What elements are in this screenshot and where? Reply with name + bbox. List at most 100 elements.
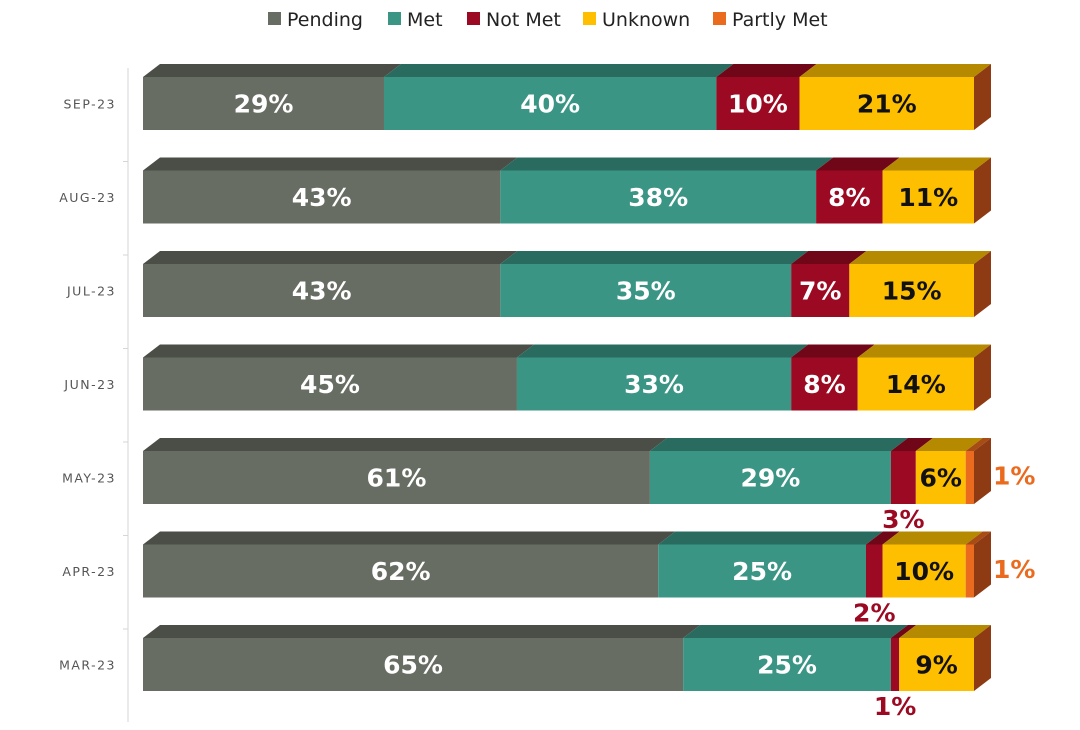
bar-segment-top-met xyxy=(383,64,734,77)
bar-segment-partly-met xyxy=(965,544,974,598)
value-label-met: 38% xyxy=(628,183,688,212)
category-axis-ticks: SEP-23 AUG-23 JUL-23 JUN-23 MAY-23 APR-23 MAR-… xyxy=(59,97,128,673)
bar-segment-top-met xyxy=(516,344,809,358)
bar-segment-top-unknown xyxy=(915,438,983,451)
value-label-met: 35% xyxy=(616,277,676,306)
bar-row-apr-23: 62% 25% 2% 10% 1% xyxy=(143,531,1035,628)
category-label-jun-23: JUN-23 xyxy=(63,377,116,392)
value-label-met: 33% xyxy=(624,370,684,399)
value-label-unknown: 14% xyxy=(886,370,946,399)
bar-segment-top-met xyxy=(649,438,908,451)
bar-segment-unknown xyxy=(899,638,974,691)
bar-segment-unknown xyxy=(857,357,974,411)
bar-segment-top-met xyxy=(500,157,834,171)
legend-label-partly-met: Partly Met xyxy=(732,9,828,31)
bar-segment-not-met xyxy=(890,638,900,691)
bar-segment-met xyxy=(683,638,891,691)
value-label-not-met: 3% xyxy=(882,505,924,534)
bar-side-face xyxy=(974,344,991,411)
bar-segment-met xyxy=(649,451,891,504)
value-label-not-met: 8% xyxy=(803,370,845,399)
bar-segment-top-pending xyxy=(143,531,676,545)
bars-group: 29% 40% 10% 21% 43% 38% 8% 11% 43% 35% 7% 15% 45% 33%… xyxy=(143,64,1035,721)
bar-segment-not-met xyxy=(890,451,916,504)
bar-segment-not-met xyxy=(791,264,850,317)
value-label-not-met: 1% xyxy=(874,692,916,721)
value-label-unknown: 21% xyxy=(857,90,917,119)
bar-segment-pending xyxy=(143,544,659,598)
bar-segment-pending xyxy=(143,451,650,504)
bar-segment-top-not-met xyxy=(890,625,917,638)
category-label-aug-23: AUG-23 xyxy=(59,190,116,205)
value-label-unknown: 6% xyxy=(920,464,962,493)
bar-segment-top-unknown xyxy=(882,157,991,171)
bar-segment-unknown xyxy=(882,544,966,598)
value-label-pending: 43% xyxy=(292,277,352,306)
bar-segment-top-not-met xyxy=(865,531,900,545)
value-label-pending: 45% xyxy=(300,370,360,399)
category-label-mar-23: MAR-23 xyxy=(59,658,116,673)
legend-swatch-unknown xyxy=(583,12,596,25)
bar-segment-top-unknown xyxy=(899,625,991,638)
bar-segment-top-not-met xyxy=(791,251,867,264)
legend-label-met: Met xyxy=(407,9,443,31)
legend-label-not-met: Not Met xyxy=(486,9,561,31)
bar-side-face xyxy=(974,157,991,224)
value-label-pending: 65% xyxy=(383,651,443,680)
value-label-pending: 29% xyxy=(234,90,294,119)
bar-row-jun-23: 45% 33% 8% 14% xyxy=(143,344,991,411)
bar-segment-top-pending xyxy=(143,344,534,358)
bar-row-may-23: 61% 29% 3% 6% 1% xyxy=(143,438,1035,534)
category-label-sep-23: SEP-23 xyxy=(63,97,116,112)
value-label-met: 40% xyxy=(520,90,580,119)
value-label-not-met: 8% xyxy=(828,183,870,212)
value-label-unknown: 15% xyxy=(882,277,942,306)
legend-swatch-met xyxy=(388,12,401,25)
value-label-unknown: 11% xyxy=(898,183,958,212)
value-label-not-met: 7% xyxy=(799,277,841,306)
bar-segment-top-unknown xyxy=(799,64,991,77)
chart-legend: Pending Met Not Met Unknown Partly Met xyxy=(268,9,828,31)
bar-segment-top-met xyxy=(658,531,883,545)
bar-segment-not-met xyxy=(716,77,800,130)
value-label-pending: 62% xyxy=(371,557,431,586)
bar-segment-met xyxy=(500,170,817,224)
bar-segment-top-pending xyxy=(143,625,701,638)
bar-row-mar-23: 65% 25% 1% 9% xyxy=(143,625,991,721)
value-label-partly-met: 1% xyxy=(993,462,1035,491)
bar-segment-top-not-met xyxy=(716,64,817,77)
bar-segment-top-partly-met xyxy=(965,438,991,451)
bar-segment-pending xyxy=(143,357,517,411)
bar-segment-unknown xyxy=(882,170,974,224)
bar-segment-met xyxy=(658,544,866,598)
bar-segment-top-unknown xyxy=(857,344,991,358)
category-label-jul-23: JUL-23 xyxy=(66,284,116,299)
bar-side-face xyxy=(974,251,991,317)
legend-swatch-pending xyxy=(268,12,281,25)
bar-segment-top-met xyxy=(500,251,809,264)
legend-swatch-partly-met xyxy=(713,12,726,25)
value-label-not-met: 2% xyxy=(853,599,895,628)
bar-segment-pending xyxy=(143,638,684,691)
bar-segment-met xyxy=(500,264,792,317)
category-label-may-23: MAY-23 xyxy=(62,471,116,486)
bar-segment-unknown xyxy=(915,451,966,504)
value-label-unknown: 9% xyxy=(915,651,957,680)
bar-row-aug-23: 43% 38% 8% 11% xyxy=(143,157,991,224)
bar-side-face xyxy=(974,625,991,691)
bar-segment-top-unknown xyxy=(882,531,983,545)
value-label-pending: 61% xyxy=(367,464,427,493)
bar-segment-top-pending xyxy=(143,438,667,451)
legend-label-pending: Pending xyxy=(287,9,363,31)
value-label-met: 25% xyxy=(732,557,792,586)
bar-segment-top-pending xyxy=(143,251,518,264)
bar-segment-unknown xyxy=(799,77,974,130)
bar-segment-top-not-met xyxy=(791,344,875,358)
bar-segment-not-met xyxy=(816,170,883,224)
category-label-apr-23: APR-23 xyxy=(62,564,116,579)
bar-row-jul-23: 43% 35% 7% 15% xyxy=(143,251,991,317)
bar-segment-unknown xyxy=(849,264,974,317)
value-label-met: 25% xyxy=(757,651,817,680)
bar-segment-partly-met xyxy=(965,451,974,504)
